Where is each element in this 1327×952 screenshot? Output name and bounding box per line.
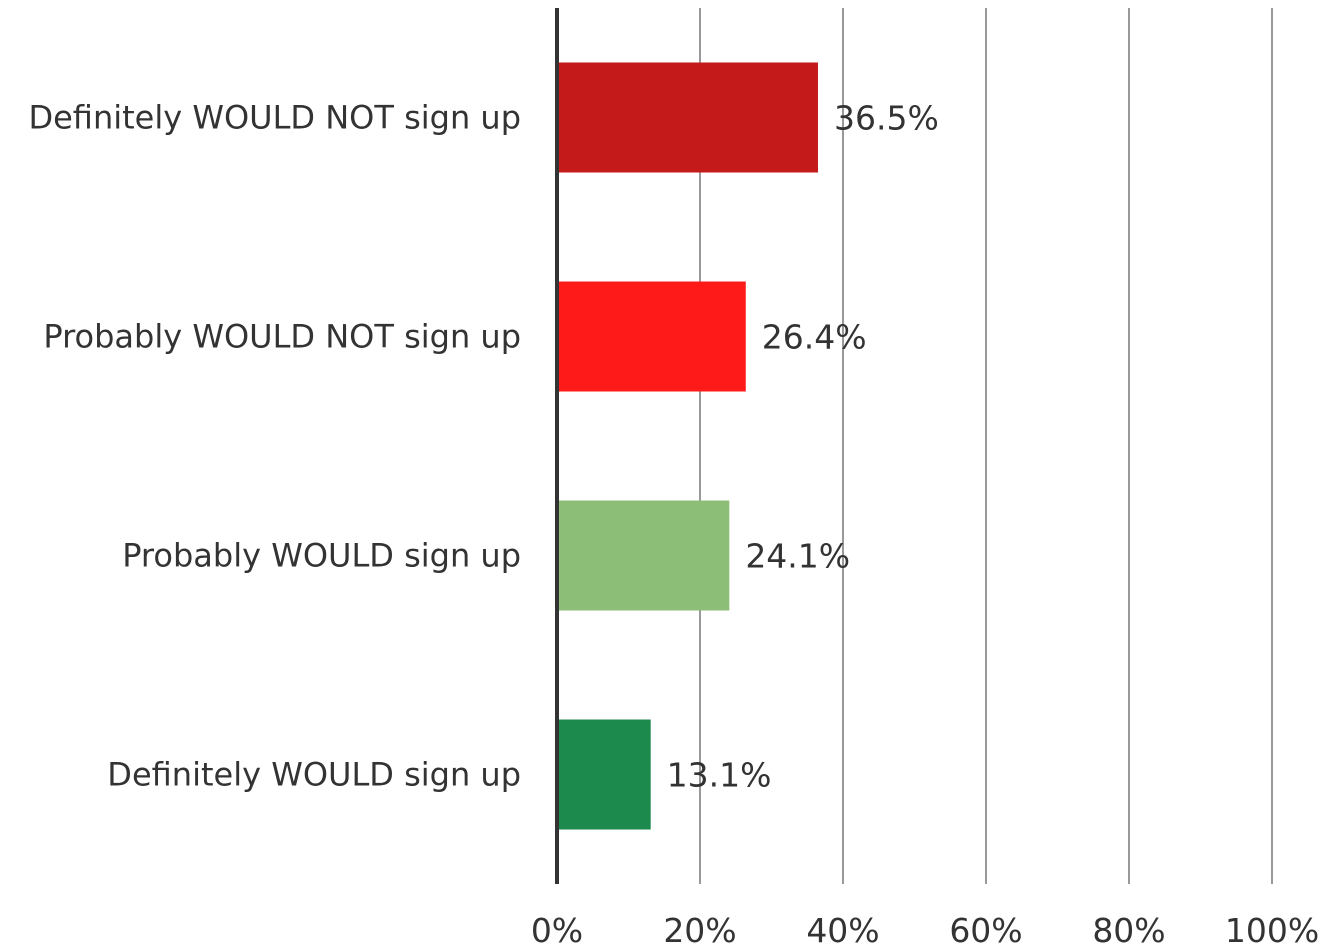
x-tick-label: 40% xyxy=(806,911,879,950)
data-label: 26.4% xyxy=(762,318,867,357)
category-label: Definitely WOULD NOT sign up xyxy=(28,99,521,137)
category-label: Definitely WOULD sign up xyxy=(107,756,521,794)
category-label: Probably WOULD NOT sign up xyxy=(43,318,521,356)
category-label: Probably WOULD sign up xyxy=(122,537,521,575)
data-label: 24.1% xyxy=(745,537,850,576)
gridlines xyxy=(699,8,1273,884)
bar xyxy=(559,62,818,173)
x-tick-label: 100% xyxy=(1225,911,1319,950)
bar xyxy=(559,281,746,392)
x-tick-label: 60% xyxy=(949,911,1022,950)
bar xyxy=(559,500,730,611)
data-label: 36.5% xyxy=(834,99,939,138)
labels: 0% 20% 40% 60% 80% 100% Definitely WOULD NOT s… xyxy=(28,99,1319,951)
x-tick-label: 0% xyxy=(531,911,583,950)
x-tick-label: 20% xyxy=(663,911,736,950)
bars xyxy=(559,62,818,830)
x-tick-label: 80% xyxy=(1092,911,1165,950)
bar xyxy=(559,719,651,830)
data-label: 13.1% xyxy=(667,756,772,795)
